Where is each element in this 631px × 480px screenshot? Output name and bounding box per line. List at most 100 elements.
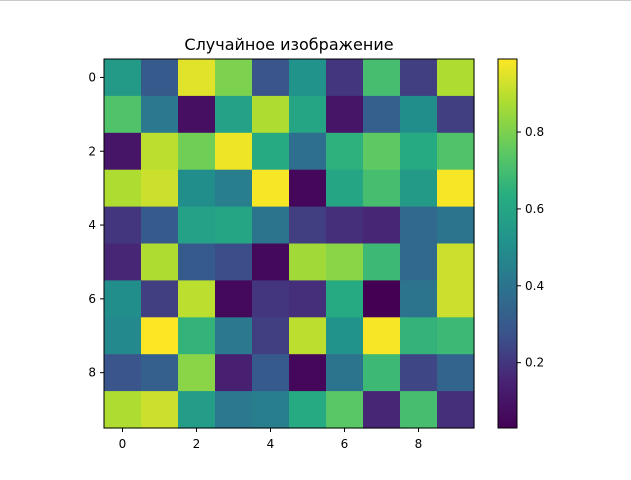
heatmap-cell bbox=[141, 59, 179, 97]
plot-frame bbox=[103, 58, 475, 429]
x-tick-label: 2 bbox=[193, 437, 201, 451]
heatmap-cell bbox=[215, 206, 253, 245]
heatmap-cell bbox=[141, 317, 179, 355]
heatmap-cell bbox=[215, 59, 253, 97]
heatmap-cell bbox=[289, 354, 327, 392]
heatmap-cell bbox=[289, 280, 327, 318]
y-tick-label: 4 bbox=[88, 218, 96, 232]
heatmap-cell bbox=[141, 206, 179, 245]
x-tick-label: 4 bbox=[267, 437, 275, 451]
heatmap-cell bbox=[178, 354, 216, 392]
heatmap-cell bbox=[326, 391, 364, 429]
heatmap-cell bbox=[326, 243, 364, 281]
heatmap-cell bbox=[141, 132, 179, 171]
heatmap-cell bbox=[400, 280, 438, 318]
heatmap-cell bbox=[178, 132, 216, 171]
heatmap-cell bbox=[289, 391, 327, 429]
heatmap-cell bbox=[437, 317, 475, 355]
heatmap-cell bbox=[215, 169, 253, 208]
heatmap-cell bbox=[400, 95, 438, 134]
heatmap-cell bbox=[104, 391, 142, 429]
chart-title: Случайное изображение bbox=[184, 35, 393, 54]
heatmap-cell bbox=[400, 132, 438, 171]
heatmap-cell bbox=[141, 243, 179, 281]
heatmap-cell bbox=[289, 59, 327, 97]
heatmap-cell bbox=[326, 354, 364, 392]
heatmap-cell bbox=[400, 206, 438, 245]
heatmap-cell bbox=[400, 354, 438, 392]
heatmap-cell bbox=[104, 169, 142, 208]
heatmap-cell bbox=[326, 206, 364, 245]
heatmap-cell bbox=[215, 243, 253, 281]
heatmap-cell bbox=[178, 280, 216, 318]
heatmap-cell bbox=[252, 132, 290, 171]
heatmap-cell bbox=[252, 280, 290, 318]
heatmap-cell bbox=[289, 243, 327, 281]
colorbar-tick-label: 0.4 bbox=[525, 279, 544, 293]
heatmap-cell bbox=[437, 354, 475, 392]
x-tick-label: 8 bbox=[415, 437, 423, 451]
heatmap-cell bbox=[104, 243, 142, 281]
y-tick-label: 2 bbox=[88, 144, 96, 158]
y-tick-label: 6 bbox=[88, 292, 96, 306]
heatmap-cell bbox=[326, 317, 364, 355]
y-tick-label: 0 bbox=[88, 70, 96, 84]
heatmap-cell bbox=[178, 243, 216, 281]
heatmap-cell bbox=[363, 59, 401, 97]
heatmap-cell bbox=[326, 169, 364, 208]
heatmap-cell bbox=[326, 280, 364, 318]
colorbar-frame bbox=[497, 58, 518, 429]
heatmap-cell bbox=[178, 169, 216, 208]
heatmap-cell bbox=[289, 132, 327, 171]
heatmap-cell bbox=[400, 243, 438, 281]
heatmap-cell bbox=[141, 169, 179, 208]
heatmap-cell bbox=[363, 280, 401, 318]
heatmap-cell bbox=[252, 317, 290, 355]
heatmap-cell bbox=[104, 280, 142, 318]
heatmap-cell bbox=[215, 391, 253, 429]
heatmap-cell bbox=[437, 243, 475, 281]
heatmap-cell bbox=[363, 95, 401, 134]
colorbar-tick-label: 0.8 bbox=[525, 125, 544, 139]
heatmap-cell bbox=[400, 317, 438, 355]
heatmap-cell bbox=[252, 206, 290, 245]
heatmap-cell bbox=[141, 354, 179, 392]
heatmap-cell bbox=[215, 317, 253, 355]
heatmap-cell bbox=[437, 280, 475, 318]
heatmap-cell bbox=[104, 95, 142, 134]
heatmap-cell bbox=[363, 206, 401, 245]
heatmap-cell bbox=[215, 280, 253, 318]
window-top-border bbox=[0, 0, 631, 1]
heatmap-cell bbox=[252, 391, 290, 429]
heatmap-cell bbox=[141, 391, 179, 429]
heatmap-cell bbox=[289, 206, 327, 245]
heatmap-cell bbox=[400, 59, 438, 97]
heatmap-cells bbox=[104, 59, 475, 429]
heatmap-cell bbox=[326, 95, 364, 134]
heatmap-cell bbox=[437, 206, 475, 245]
heatmap-cell bbox=[104, 59, 142, 97]
heatmap-cell bbox=[104, 132, 142, 171]
heatmap-cell bbox=[215, 132, 253, 171]
heatmap-cell bbox=[141, 280, 179, 318]
heatmap-cell bbox=[363, 243, 401, 281]
heatmap-cell bbox=[437, 132, 475, 171]
heatmap-cell bbox=[104, 354, 142, 392]
heatmap-cell bbox=[252, 243, 290, 281]
heatmap-cell bbox=[252, 95, 290, 134]
heatmap-cell bbox=[289, 95, 327, 134]
x-axis: 0 2 4 6 8 bbox=[119, 428, 423, 451]
heatmap-cell bbox=[363, 169, 401, 208]
heatmap-cell bbox=[178, 206, 216, 245]
heatmap-cell bbox=[437, 59, 475, 97]
heatmap-cell bbox=[215, 354, 253, 392]
heatmap-cell bbox=[252, 169, 290, 208]
heatmap-cell bbox=[363, 391, 401, 429]
y-tick-label: 8 bbox=[88, 366, 96, 380]
heatmap-cell bbox=[178, 95, 216, 134]
heatmap-cell bbox=[104, 317, 142, 355]
heatmap-cell bbox=[104, 206, 142, 245]
heatmap-cell bbox=[252, 59, 290, 97]
heatmap-cell bbox=[363, 132, 401, 171]
